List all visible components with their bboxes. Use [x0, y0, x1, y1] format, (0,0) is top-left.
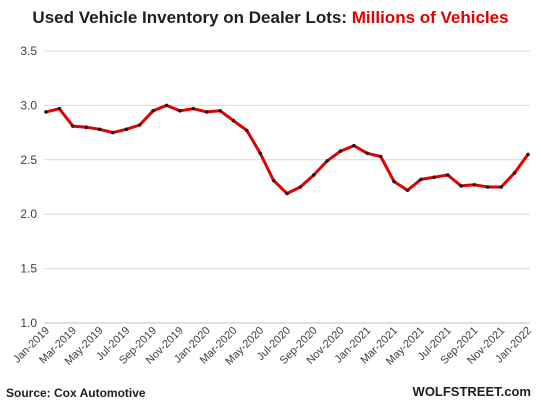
y-tick-label: 2.0	[20, 207, 37, 221]
data-point	[124, 127, 129, 132]
data-point	[97, 127, 102, 132]
data-point	[499, 185, 504, 189]
data-point	[137, 123, 142, 127]
data-point	[44, 110, 48, 114]
data-point	[392, 179, 396, 184]
data-point	[258, 151, 263, 156]
data-point	[111, 130, 115, 135]
data-point	[445, 173, 450, 177]
data-point	[325, 159, 330, 163]
data-point	[378, 154, 383, 159]
data-point	[218, 109, 222, 113]
data-point	[298, 185, 303, 189]
y-tick-label: 1.0	[20, 316, 37, 330]
data-point	[312, 173, 316, 177]
chart-title-highlight: Millions of Vehicles	[351, 8, 509, 27]
y-tick-label: 3.5	[20, 44, 37, 58]
data-point	[432, 175, 437, 179]
source-note: Source: Cox Automotive	[6, 386, 146, 400]
data-point	[526, 152, 530, 157]
data-point	[178, 109, 182, 113]
watermark: WOLFSTREET.com	[412, 384, 531, 399]
data-point	[459, 184, 463, 188]
series-line	[45, 103, 530, 195]
data-point	[486, 185, 490, 189]
chart-title-main: Used Vehicle Inventory on Dealer Lots:	[32, 8, 352, 27]
data-point	[191, 106, 196, 111]
data-point	[271, 178, 276, 183]
data-point	[405, 188, 410, 193]
y-tick-label: 2.5	[20, 153, 37, 167]
data-point	[151, 109, 155, 113]
data-point	[204, 110, 209, 114]
data-point	[512, 171, 517, 175]
y-tick-label: 3.0	[20, 98, 37, 112]
data-point	[164, 103, 169, 108]
data-point	[57, 106, 62, 111]
data-point	[472, 183, 477, 187]
data-point	[338, 149, 343, 153]
data-point	[71, 124, 75, 128]
chart-title: Used Vehicle Inventory on Dealer Lots: M…	[0, 8, 541, 28]
data-point	[285, 191, 289, 196]
data-point	[231, 118, 236, 123]
data-point	[84, 125, 88, 129]
y-tick-label: 1.5	[20, 262, 37, 276]
data-point	[419, 177, 423, 182]
data-point	[352, 143, 356, 148]
data-point	[245, 128, 249, 133]
data-point	[365, 151, 370, 156]
